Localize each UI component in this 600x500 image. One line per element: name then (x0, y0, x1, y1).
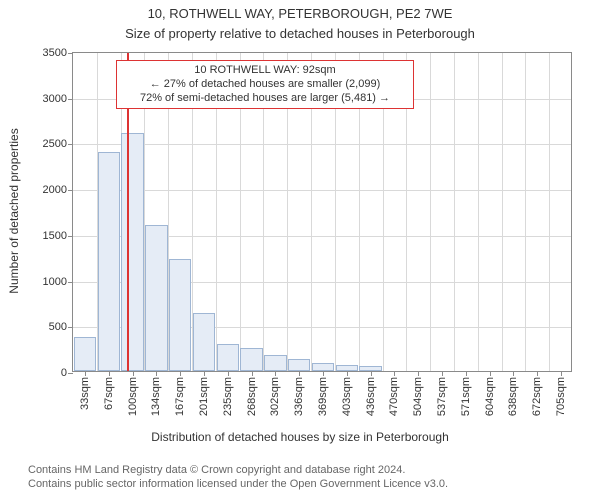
y-tick-label: 2500 (43, 138, 67, 150)
grid-line (73, 190, 571, 191)
x-tick-mark (418, 371, 419, 376)
chart-title: 10, ROTHWELL WAY, PETERBOROUGH, PE2 7WE (0, 6, 600, 21)
x-tick-mark (275, 371, 276, 376)
x-tick-mark (537, 371, 538, 376)
x-tick-mark (180, 371, 181, 376)
x-tick-mark (109, 371, 110, 376)
y-tick-mark (68, 190, 73, 191)
y-tick-mark (68, 327, 73, 328)
x-tick-mark (228, 371, 229, 376)
y-tick-label: 1500 (43, 230, 67, 242)
x-tick-mark (252, 371, 253, 376)
x-tick-mark (156, 371, 157, 376)
x-tick-label: 201sqm (198, 377, 210, 416)
grid-line (454, 53, 455, 371)
footer-line-2: Contains public sector information licen… (28, 478, 448, 492)
x-tick-label: 504sqm (412, 377, 424, 416)
property-info-box: 10 ROTHWELL WAY: 92sqm ← 27% of detached… (116, 60, 414, 109)
x-tick-label: 604sqm (484, 377, 496, 416)
info-line-property: 10 ROTHWELL WAY: 92sqm (123, 64, 407, 78)
histogram-bar (312, 363, 334, 371)
y-axis-label: Number of detached properties (7, 121, 21, 301)
x-tick-mark (513, 371, 514, 376)
x-tick-mark (561, 371, 562, 376)
x-tick-label: 268sqm (246, 377, 258, 416)
footer-line-1: Contains HM Land Registry data © Crown c… (28, 464, 448, 478)
grid-line (478, 53, 479, 371)
chart-subtitle: Size of property relative to detached ho… (0, 26, 600, 41)
x-tick-label: 100sqm (127, 377, 139, 416)
chart-footer: Contains HM Land Registry data © Crown c… (28, 464, 448, 492)
x-tick-label: 537sqm (436, 377, 448, 416)
histogram-bar (288, 359, 310, 371)
x-tick-label: 571sqm (460, 377, 472, 416)
histogram-bar (169, 259, 191, 371)
x-tick-mark (490, 371, 491, 376)
grid-line (525, 53, 526, 371)
x-tick-label: 235sqm (222, 377, 234, 416)
y-tick-mark (68, 53, 73, 54)
grid-line (430, 53, 431, 371)
y-tick-mark (68, 236, 73, 237)
x-tick-label: 369sqm (317, 377, 329, 416)
histogram-bar (264, 355, 286, 371)
x-axis-label: Distribution of detached houses by size … (0, 430, 600, 444)
histogram-bar (145, 225, 167, 371)
x-tick-label: 672sqm (531, 377, 543, 416)
x-tick-mark (323, 371, 324, 376)
x-tick-label: 167sqm (174, 377, 186, 416)
x-tick-mark (204, 371, 205, 376)
y-tick-label: 0 (61, 367, 67, 379)
x-tick-label: 705sqm (555, 377, 567, 416)
y-tick-mark (68, 373, 73, 374)
x-tick-label: 403sqm (341, 377, 353, 416)
chart-container: { "title_main": "10, ROTHWELL WAY, PETER… (0, 0, 600, 500)
y-tick-mark (68, 144, 73, 145)
y-tick-label: 3500 (43, 47, 67, 59)
y-tick-label: 3000 (43, 93, 67, 105)
x-tick-label: 67sqm (103, 377, 115, 410)
x-tick-mark (85, 371, 86, 376)
grid-line (549, 53, 550, 371)
histogram-bar (240, 348, 262, 371)
x-tick-label: 336sqm (293, 377, 305, 416)
y-tick-label: 2000 (43, 184, 67, 196)
x-tick-label: 436sqm (365, 377, 377, 416)
y-tick-label: 1000 (43, 276, 67, 288)
histogram-bar (121, 133, 143, 371)
y-tick-label: 500 (49, 321, 67, 333)
x-tick-mark (394, 371, 395, 376)
x-tick-mark (466, 371, 467, 376)
x-tick-mark (371, 371, 372, 376)
x-tick-mark (133, 371, 134, 376)
y-tick-mark (68, 99, 73, 100)
histogram-bar (98, 152, 120, 371)
x-tick-mark (442, 371, 443, 376)
x-tick-label: 134sqm (150, 377, 162, 416)
y-tick-mark (68, 282, 73, 283)
histogram-bar (193, 313, 215, 372)
x-tick-label: 638sqm (507, 377, 519, 416)
x-tick-label: 302sqm (269, 377, 281, 416)
histogram-bar (74, 337, 96, 371)
x-tick-label: 33sqm (79, 377, 91, 410)
grid-line (73, 144, 571, 145)
histogram-bar (217, 344, 239, 371)
info-line-smaller: ← 27% of detached houses are smaller (2,… (123, 78, 407, 92)
x-tick-label: 470sqm (388, 377, 400, 416)
x-tick-mark (347, 371, 348, 376)
info-line-larger: 72% of semi-detached houses are larger (… (123, 92, 407, 106)
grid-line (502, 53, 503, 371)
x-tick-mark (299, 371, 300, 376)
